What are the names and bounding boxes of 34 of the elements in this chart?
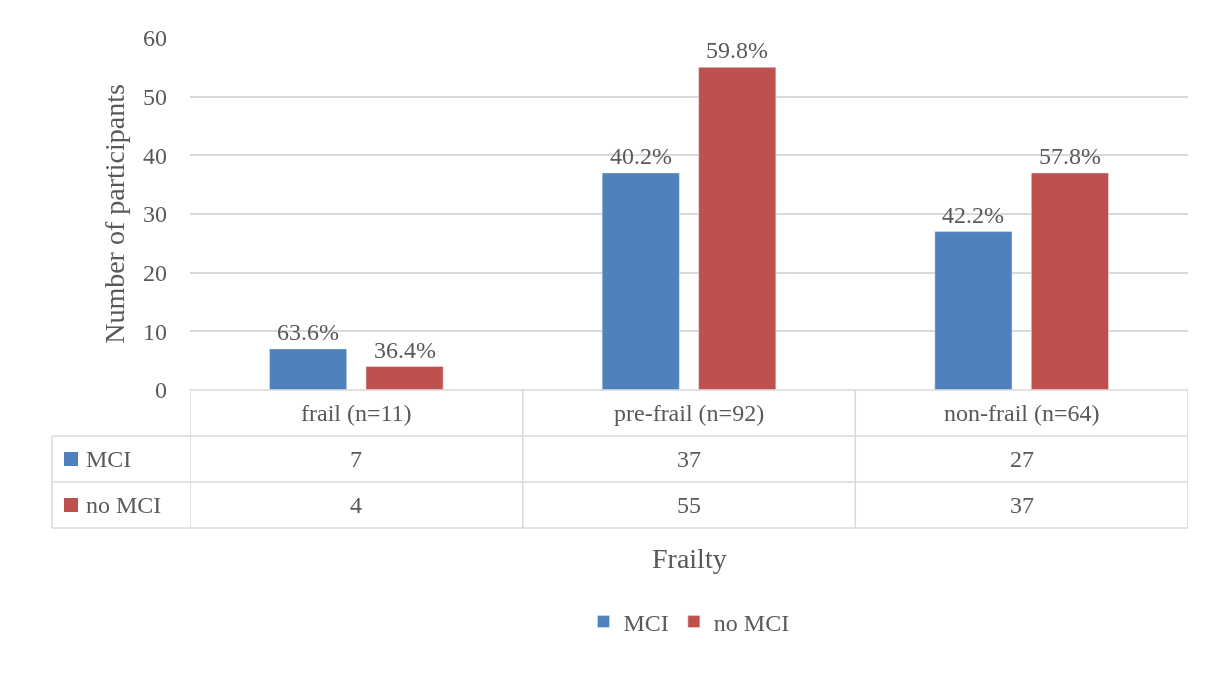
- text: no MCI: [86, 492, 162, 518]
- x-axis-title: Frailty: [652, 543, 727, 574]
- x-tick-label: pre-frail (n=92): [614, 400, 765, 426]
- y-tick-label: 10: [143, 318, 167, 345]
- legend-label: no MCI: [713, 609, 790, 636]
- y-tick-label: 20: [143, 260, 167, 287]
- annotation: 59.8%: [706, 37, 768, 63]
- text: MCI: [623, 609, 669, 636]
- bar: [269, 348, 347, 390]
- y-tick-label: 40: [143, 142, 167, 169]
- y-axis-title: Number of participants: [98, 84, 130, 344]
- annotation: 36.4%: [374, 337, 436, 363]
- annotation: 63.6%: [277, 319, 339, 345]
- y-tick-label: 0: [155, 377, 167, 404]
- x-tick-label: frail (n=11): [301, 400, 412, 426]
- data-label: 7: [350, 446, 362, 472]
- bar: [365, 366, 444, 390]
- bar: [934, 231, 1013, 390]
- data-label: 37: [677, 446, 701, 472]
- legend-label: MCI: [86, 446, 132, 472]
- y-tick-label: 30: [143, 201, 167, 228]
- bar: [1031, 172, 1109, 390]
- data-label: 4: [350, 492, 362, 518]
- data-label: 55: [677, 492, 701, 518]
- annotation: 40.2%: [610, 143, 672, 169]
- x-tick-label: non-frail (n=64): [944, 400, 1100, 426]
- data-label: 27: [1010, 446, 1034, 472]
- data-label: 37: [1010, 492, 1034, 518]
- y-tick-label: 60: [143, 25, 167, 52]
- y-tick-label: 50: [143, 84, 167, 111]
- annotation: 57.8%: [1039, 143, 1101, 169]
- bar: [601, 172, 680, 390]
- bar: [698, 67, 777, 390]
- annotation: 42.2%: [942, 202, 1004, 228]
